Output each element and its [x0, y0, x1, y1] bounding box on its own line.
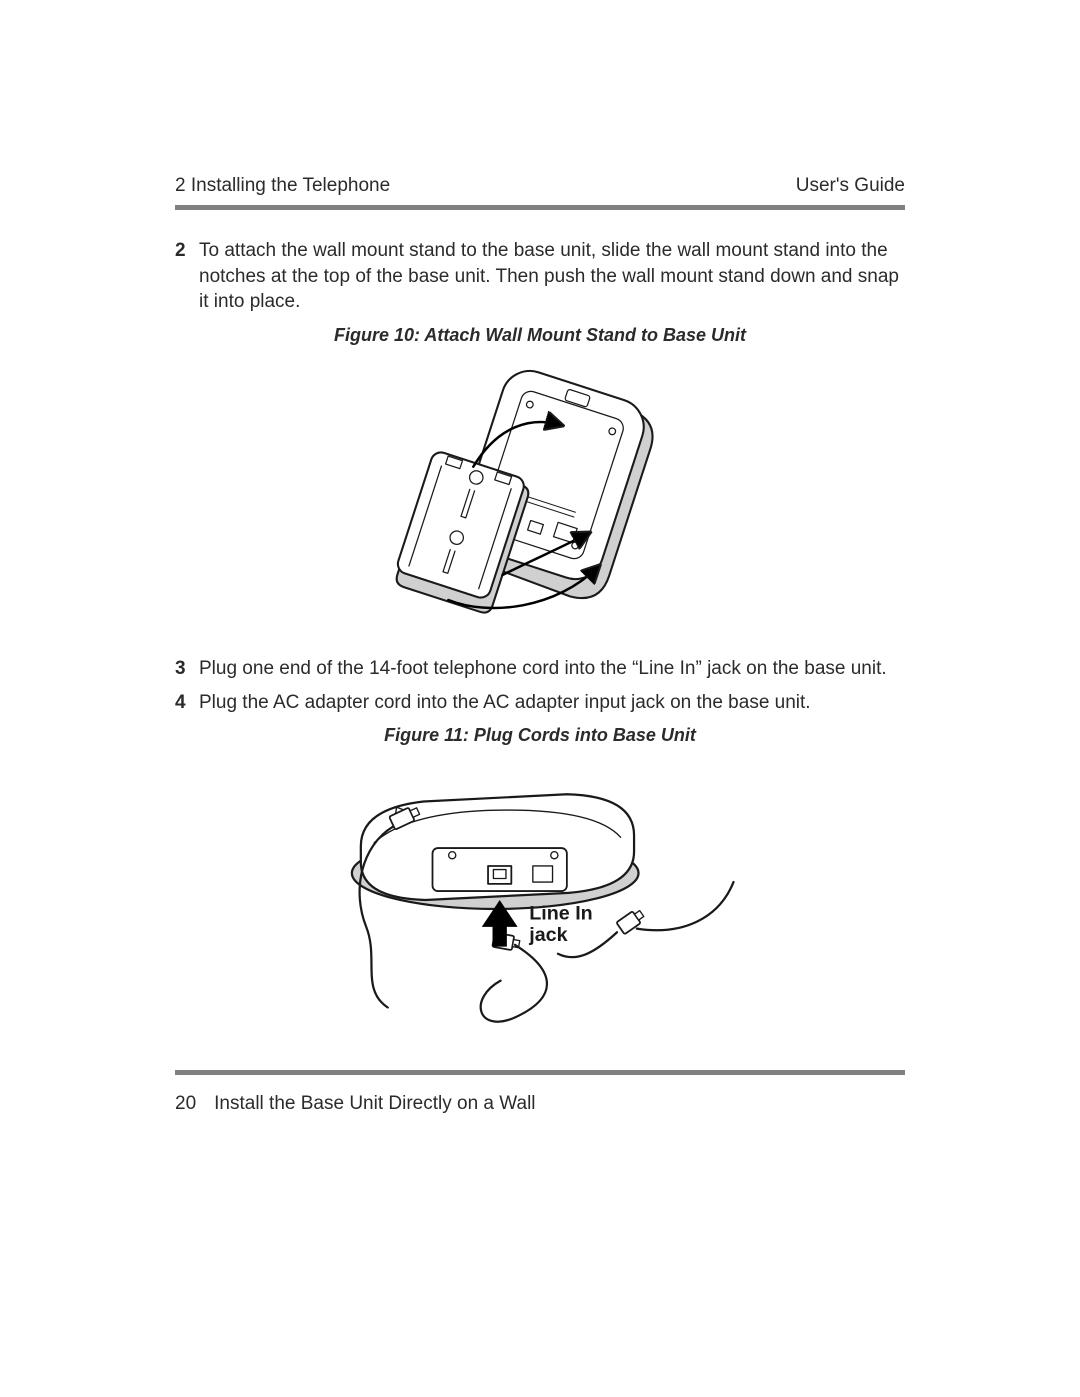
- body: 2 To attach the wall mount stand to the …: [175, 210, 905, 1040]
- step-text: Plug one end of the 14-foot telephone co…: [199, 656, 905, 682]
- step-number: 2: [175, 238, 199, 315]
- footer-section-title: Install the Base Unit Directly on a Wall: [214, 1093, 535, 1115]
- step-number: 3: [175, 656, 199, 682]
- step-text: Plug the AC adapter cord into the AC ada…: [199, 690, 905, 716]
- header-section-number: 2: [175, 175, 186, 196]
- header-right: User's Guide: [796, 175, 905, 197]
- header-left: 2 Installing the Telephone: [175, 175, 390, 197]
- figure-11-illustration: Line In jack: [325, 765, 755, 1035]
- step-text: To attach the wall mount stand to the ba…: [199, 238, 905, 315]
- header-section-title: Installing the Telephone: [191, 175, 390, 196]
- figure-11: Line In jack: [175, 760, 905, 1040]
- instruction-step: 3 Plug one end of the 14-foot telephone …: [175, 656, 905, 682]
- instruction-step: 2 To attach the wall mount stand to the …: [175, 238, 905, 315]
- line-in-label-line1: Line In: [529, 903, 592, 925]
- page: 2 Installing the Telephone User's Guide …: [0, 0, 1080, 1397]
- line-in-label-line2: jack: [528, 924, 567, 946]
- figure-10-illustration: [390, 365, 690, 635]
- figure-caption: Figure 11: Plug Cords into Base Unit: [175, 725, 905, 746]
- footer-rule: [175, 1070, 905, 1075]
- step-number: 4: [175, 690, 199, 716]
- running-header: 2 Installing the Telephone User's Guide: [175, 175, 905, 197]
- figure-10: [175, 360, 905, 640]
- figure-caption: Figure 10: Attach Wall Mount Stand to Ba…: [175, 325, 905, 346]
- page-number: 20: [175, 1093, 196, 1115]
- running-footer: 20 Install the Base Unit Directly on a W…: [175, 1093, 905, 1115]
- instruction-step: 4 Plug the AC adapter cord into the AC a…: [175, 690, 905, 716]
